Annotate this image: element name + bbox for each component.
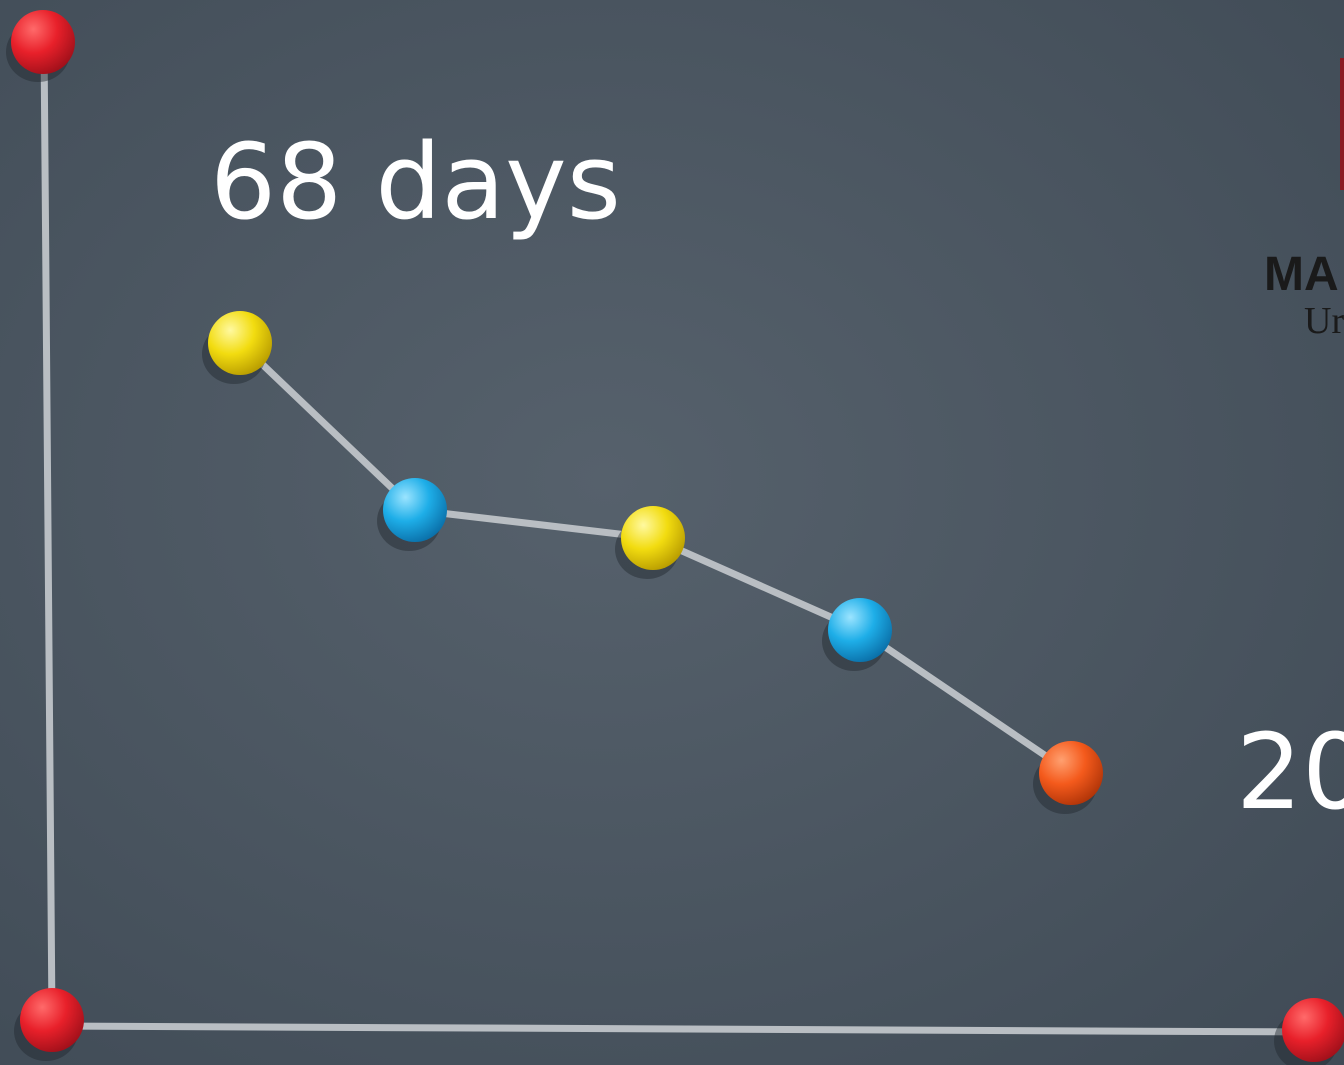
candy xyxy=(828,598,892,662)
candy xyxy=(11,10,75,74)
year: 20 xyxy=(1236,711,1344,833)
logo-line-2: Ur xyxy=(1304,300,1344,342)
candy xyxy=(20,988,84,1052)
logo-line-1: MA xyxy=(1264,248,1339,301)
vertical-axis xyxy=(40,38,56,1024)
logo-mark xyxy=(1340,58,1344,190)
candy xyxy=(208,311,272,375)
title: 68 days xyxy=(210,121,621,243)
candy xyxy=(383,478,447,542)
candy xyxy=(621,506,685,570)
candy xyxy=(1039,741,1103,805)
candies xyxy=(6,10,1344,1065)
horizontal-axis xyxy=(48,1022,1316,1036)
candy xyxy=(1282,998,1344,1062)
